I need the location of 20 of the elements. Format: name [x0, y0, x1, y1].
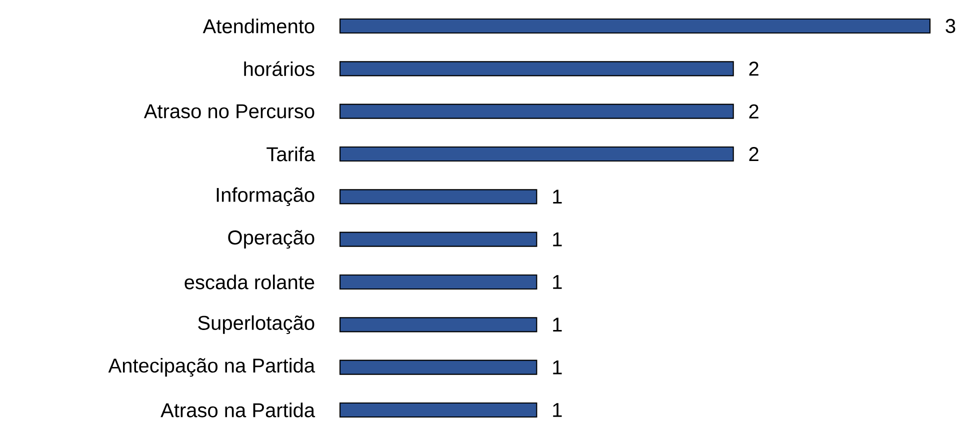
- data-label: 1: [553, 275, 562, 289]
- y-tick-label: Tarifa: [266, 146, 316, 162]
- y-tick-label: Atraso na Partida: [160, 402, 316, 418]
- y-tick-label: Operação: [228, 230, 314, 249]
- y-tick-label: Antecipação na Partida: [108, 358, 316, 377]
- y-tick-label: Superlotação: [198, 315, 314, 334]
- data-label: 2: [749, 104, 758, 118]
- data-label: 1: [553, 360, 562, 374]
- y-tick-label: Atraso no Percurso: [144, 104, 314, 118]
- y-tick-label: Atendimento: [202, 18, 314, 34]
- data-label: 2: [749, 147, 758, 161]
- y-tick-label: escada rolante: [184, 274, 314, 290]
- data-label: 1: [553, 318, 562, 332]
- data-label: 1: [553, 190, 562, 204]
- data-label: 2: [749, 62, 758, 76]
- data-label: 3: [946, 18, 956, 34]
- y-tick-label: Informação: [216, 187, 314, 206]
- data-label: 1: [553, 232, 562, 246]
- y-tick-label: horários: [244, 61, 314, 76]
- data-label: 1: [553, 403, 562, 417]
